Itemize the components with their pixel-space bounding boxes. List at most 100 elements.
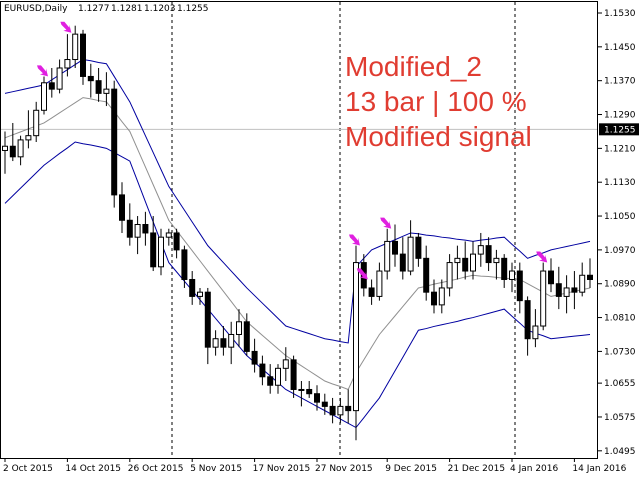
- candle-body: [555, 283, 562, 297]
- x-tick-label: 27 Nov 2015: [315, 464, 373, 474]
- candle-body: [134, 224, 141, 238]
- candle-body: [509, 270, 515, 280]
- candle-body: [485, 245, 492, 264]
- y-tick-label: 1.1050: [604, 212, 636, 222]
- y-tick-label: 1.0655: [604, 379, 636, 389]
- candle-body: [267, 376, 274, 386]
- candle-body: [259, 363, 266, 378]
- candle-body: [150, 232, 157, 268]
- candle-body: [306, 388, 313, 395]
- x-tick-label: 4 Jan 2016: [510, 464, 558, 474]
- candle-body: [368, 287, 375, 297]
- annotation: Modified_2: [345, 51, 482, 82]
- ohlc-value: 1.1255: [177, 4, 209, 14]
- annotation: Modified signal: [345, 121, 532, 152]
- y-tick-label: 1.0495: [604, 447, 636, 457]
- candle-body: [321, 401, 328, 407]
- band-line: [4, 59, 591, 344]
- last-price-label: 1.1255: [604, 125, 636, 135]
- y-tick-label: 1.1210: [604, 144, 636, 154]
- candle-body: [446, 262, 453, 289]
- x-tick-label: 17 Nov 2015: [253, 464, 311, 474]
- y-tick-label: 1.0810: [604, 314, 636, 324]
- candle-body: [158, 236, 164, 268]
- x-tick-label: 14 Oct 2015: [65, 464, 121, 474]
- y-tick-label: 1.1370: [604, 77, 636, 87]
- candle-body: [197, 291, 203, 297]
- x-tick-label: 9 Dec 2015: [385, 464, 437, 474]
- candle-body: [189, 278, 196, 297]
- candle-body: [236, 321, 242, 335]
- y-tick-label: 1.0970: [604, 246, 636, 256]
- candle-body: [579, 274, 586, 293]
- candle-body: [17, 139, 24, 158]
- candle-body: [220, 338, 227, 348]
- candle-body: [384, 240, 391, 272]
- candle-body: [470, 253, 476, 272]
- candle-body: [212, 338, 219, 348]
- candle-body: [423, 257, 430, 293]
- candle-body: [477, 245, 484, 255]
- candle-body: [532, 325, 539, 340]
- candle-body: [337, 405, 344, 416]
- band-line: [4, 141, 591, 429]
- candle-body: [48, 82, 55, 90]
- y-tick-label: 1.1530: [604, 9, 636, 19]
- candle-body: [415, 236, 422, 259]
- candle-body: [173, 232, 180, 251]
- candle-body: [345, 405, 352, 412]
- candle-body: [72, 33, 79, 61]
- candle-body: [111, 88, 118, 196]
- candle-body: [243, 321, 250, 352]
- candle-body: [33, 109, 40, 137]
- y-tick-label: 1.0890: [604, 280, 636, 290]
- candle-body: [204, 291, 211, 348]
- candle-body: [290, 359, 297, 390]
- y-tick-label: 1.0730: [604, 347, 636, 357]
- candle-body: [462, 257, 469, 272]
- x-tick-label: 21 Dec 2015: [448, 464, 506, 474]
- candle-body: [314, 393, 320, 403]
- candle-body: [399, 253, 406, 272]
- candle-body: [275, 367, 281, 386]
- signal-arrow: [349, 234, 360, 246]
- annotation: 13 bar | 100 %: [345, 86, 527, 117]
- candle-body: [571, 287, 578, 293]
- y-tick-label: 1.1290: [604, 111, 636, 121]
- signal-arrow: [356, 268, 368, 280]
- signal-arrow: [60, 21, 72, 33]
- candle-body: [524, 300, 531, 340]
- candle-body: [298, 388, 305, 391]
- candle-body: [407, 236, 414, 272]
- candle-body: [353, 262, 359, 412]
- candle-body: [95, 80, 102, 94]
- candle-body: [516, 270, 523, 302]
- candle-body: [228, 333, 235, 348]
- ohlc-values: 1.1277 1.1281 1.1203 1.1255: [78, 4, 209, 14]
- candle-body: [563, 287, 570, 297]
- symbol: EURUSD,Daily: [4, 4, 68, 14]
- candle-body: [103, 88, 110, 94]
- candle-body: [142, 224, 149, 234]
- signal-arrow: [536, 251, 548, 263]
- candle-body: [392, 240, 398, 255]
- candle-body: [454, 257, 461, 264]
- candle-body: [540, 270, 547, 327]
- candle-body: [9, 145, 16, 158]
- candle-body: [181, 249, 188, 280]
- candle-body: [56, 67, 63, 90]
- candle-body: [80, 33, 86, 77]
- candle-body: [438, 287, 445, 306]
- ohlc-value: 1.1281: [111, 4, 143, 14]
- x-tick-label: 5 Nov 2015: [190, 464, 242, 474]
- signal-arrow: [37, 65, 48, 77]
- candle-body: [119, 194, 125, 221]
- y-tick-label: 1.1130: [604, 178, 636, 188]
- signal-arrow: [380, 217, 392, 229]
- candle-body: [41, 82, 47, 111]
- candle-body: [376, 270, 383, 297]
- candle-body: [329, 405, 336, 416]
- candle-body: [501, 257, 508, 280]
